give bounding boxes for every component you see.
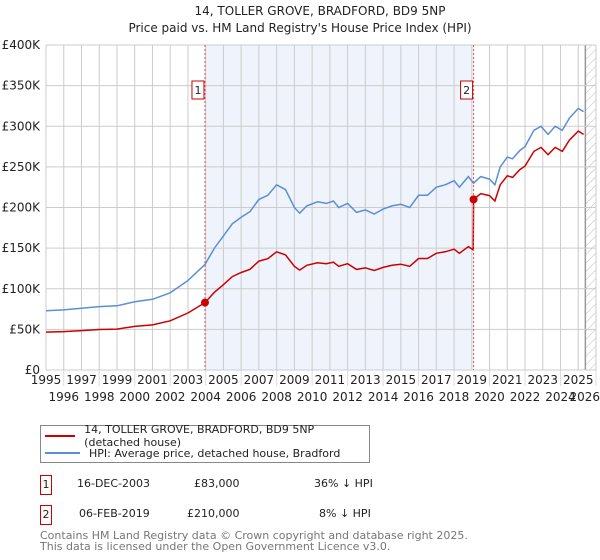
y-tick-label: £150K <box>2 241 42 255</box>
x-tick-label: 2001 <box>137 373 168 387</box>
y-tick-label: £300K <box>2 119 42 133</box>
legend-swatch-blue <box>45 452 80 454</box>
sale-label-box <box>460 80 474 100</box>
y-tick-label: £50K <box>9 322 41 336</box>
x-tick-label: 2011 <box>315 373 346 387</box>
sale-marker-label: 2 <box>40 505 52 525</box>
sale-hpi-diff: 36% ↓ HPI <box>314 477 373 490</box>
footer-licence: This data is licensed under the Open Gov… <box>40 540 391 553</box>
legend-swatch-red <box>45 435 76 437</box>
property-series-line <box>45 130 584 333</box>
footer: Contains HM Land Registry data © Crown c… <box>40 530 468 552</box>
hpi-series-line <box>45 107 584 312</box>
x-tick-label: 2022 <box>510 390 541 404</box>
x-tick-label: 2024 <box>545 390 576 404</box>
sale-hpi-diff: 8% ↓ HPI <box>319 507 371 520</box>
sale-price: £210,000 <box>187 507 240 520</box>
chart-subtitle: Price paid vs. HM Land Registry's House … <box>128 21 471 35</box>
x-tick-label: 2021 <box>492 373 523 387</box>
y-tick-label: £250K <box>2 160 42 174</box>
x-tick-label: 2025 <box>563 373 594 387</box>
x-tick-label: 2015 <box>386 373 417 387</box>
sale-point <box>200 298 209 307</box>
x-tick-label: 2017 <box>421 373 452 387</box>
x-tick-label: 2000 <box>119 390 150 404</box>
legend-label: 14, TOLLER GROVE, BRADFORD, BD9 5NP (det… <box>84 423 315 449</box>
x-tick-label: 2014 <box>368 390 399 404</box>
chart-title: 14, TOLLER GROVE, BRADFORD, BD9 5NP <box>195 4 446 18</box>
y-tick-label: £350K <box>2 79 42 93</box>
x-tick-label: 2007 <box>244 373 275 387</box>
sale-price: £83,000 <box>194 477 240 490</box>
sale-label-text: 1 <box>194 84 201 97</box>
x-tick-label: 2012 <box>332 390 363 404</box>
x-tick-label: 2008 <box>261 390 292 404</box>
x-tick-label: 2016 <box>403 390 434 404</box>
x-tick-label: 1999 <box>102 373 133 387</box>
x-tick-label: 2006 <box>226 390 257 404</box>
sale-label-box <box>191 80 205 100</box>
x-tick-label: 2004 <box>190 390 221 404</box>
x-tick-label: 2009 <box>279 373 310 387</box>
sale-marker-label: 1 <box>40 475 52 495</box>
x-tick-label: 1996 <box>48 390 79 404</box>
x-tick-label: 1997 <box>66 373 97 387</box>
x-tick-label: 1998 <box>84 390 115 404</box>
x-tick-label: 2020 <box>474 390 505 404</box>
legend-item-property: 14, TOLLER GROVE, BRADFORD, BD9 5NP (det… <box>45 423 369 449</box>
sale-point <box>469 195 478 204</box>
legend-item-hpi: HPI: Average price, detached house, Brad… <box>45 445 340 461</box>
footer-copyright: Contains HM Land Registry data © Crown c… <box>40 529 468 542</box>
x-tick-label: 2002 <box>155 390 186 404</box>
sale-label-text: 2 <box>463 84 470 97</box>
x-tick-label: 2013 <box>350 373 381 387</box>
x-tick-label: 2019 <box>457 373 488 387</box>
sale-date: 16-DEC-2003 <box>77 477 151 490</box>
y-tick-label: £200K <box>2 201 42 215</box>
sale-date: 06-FEB-2019 <box>79 507 150 520</box>
x-tick-label: 2026 <box>569 390 600 404</box>
y-tick-label: £0 <box>25 363 40 377</box>
x-tick-label: 2003 <box>173 373 204 387</box>
chart-legend: 14, TOLLER GROVE, BRADFORD, BD9 5NP (det… <box>40 423 370 463</box>
x-tick-label: 2023 <box>528 373 559 387</box>
x-tick-label: 2005 <box>208 373 239 387</box>
x-tick-label: 2010 <box>297 390 328 404</box>
y-tick-label: £400K <box>2 38 42 52</box>
y-tick-label: £100K <box>2 282 42 296</box>
x-tick-label: 2018 <box>439 390 470 404</box>
x-tick-label: 1995 <box>31 373 62 387</box>
price-chart: 14, TOLLER GROVE, BRADFORD, BD9 5NP Pric… <box>2 4 600 404</box>
legend-label: HPI: Average price, detached house, Brad… <box>89 446 341 460</box>
